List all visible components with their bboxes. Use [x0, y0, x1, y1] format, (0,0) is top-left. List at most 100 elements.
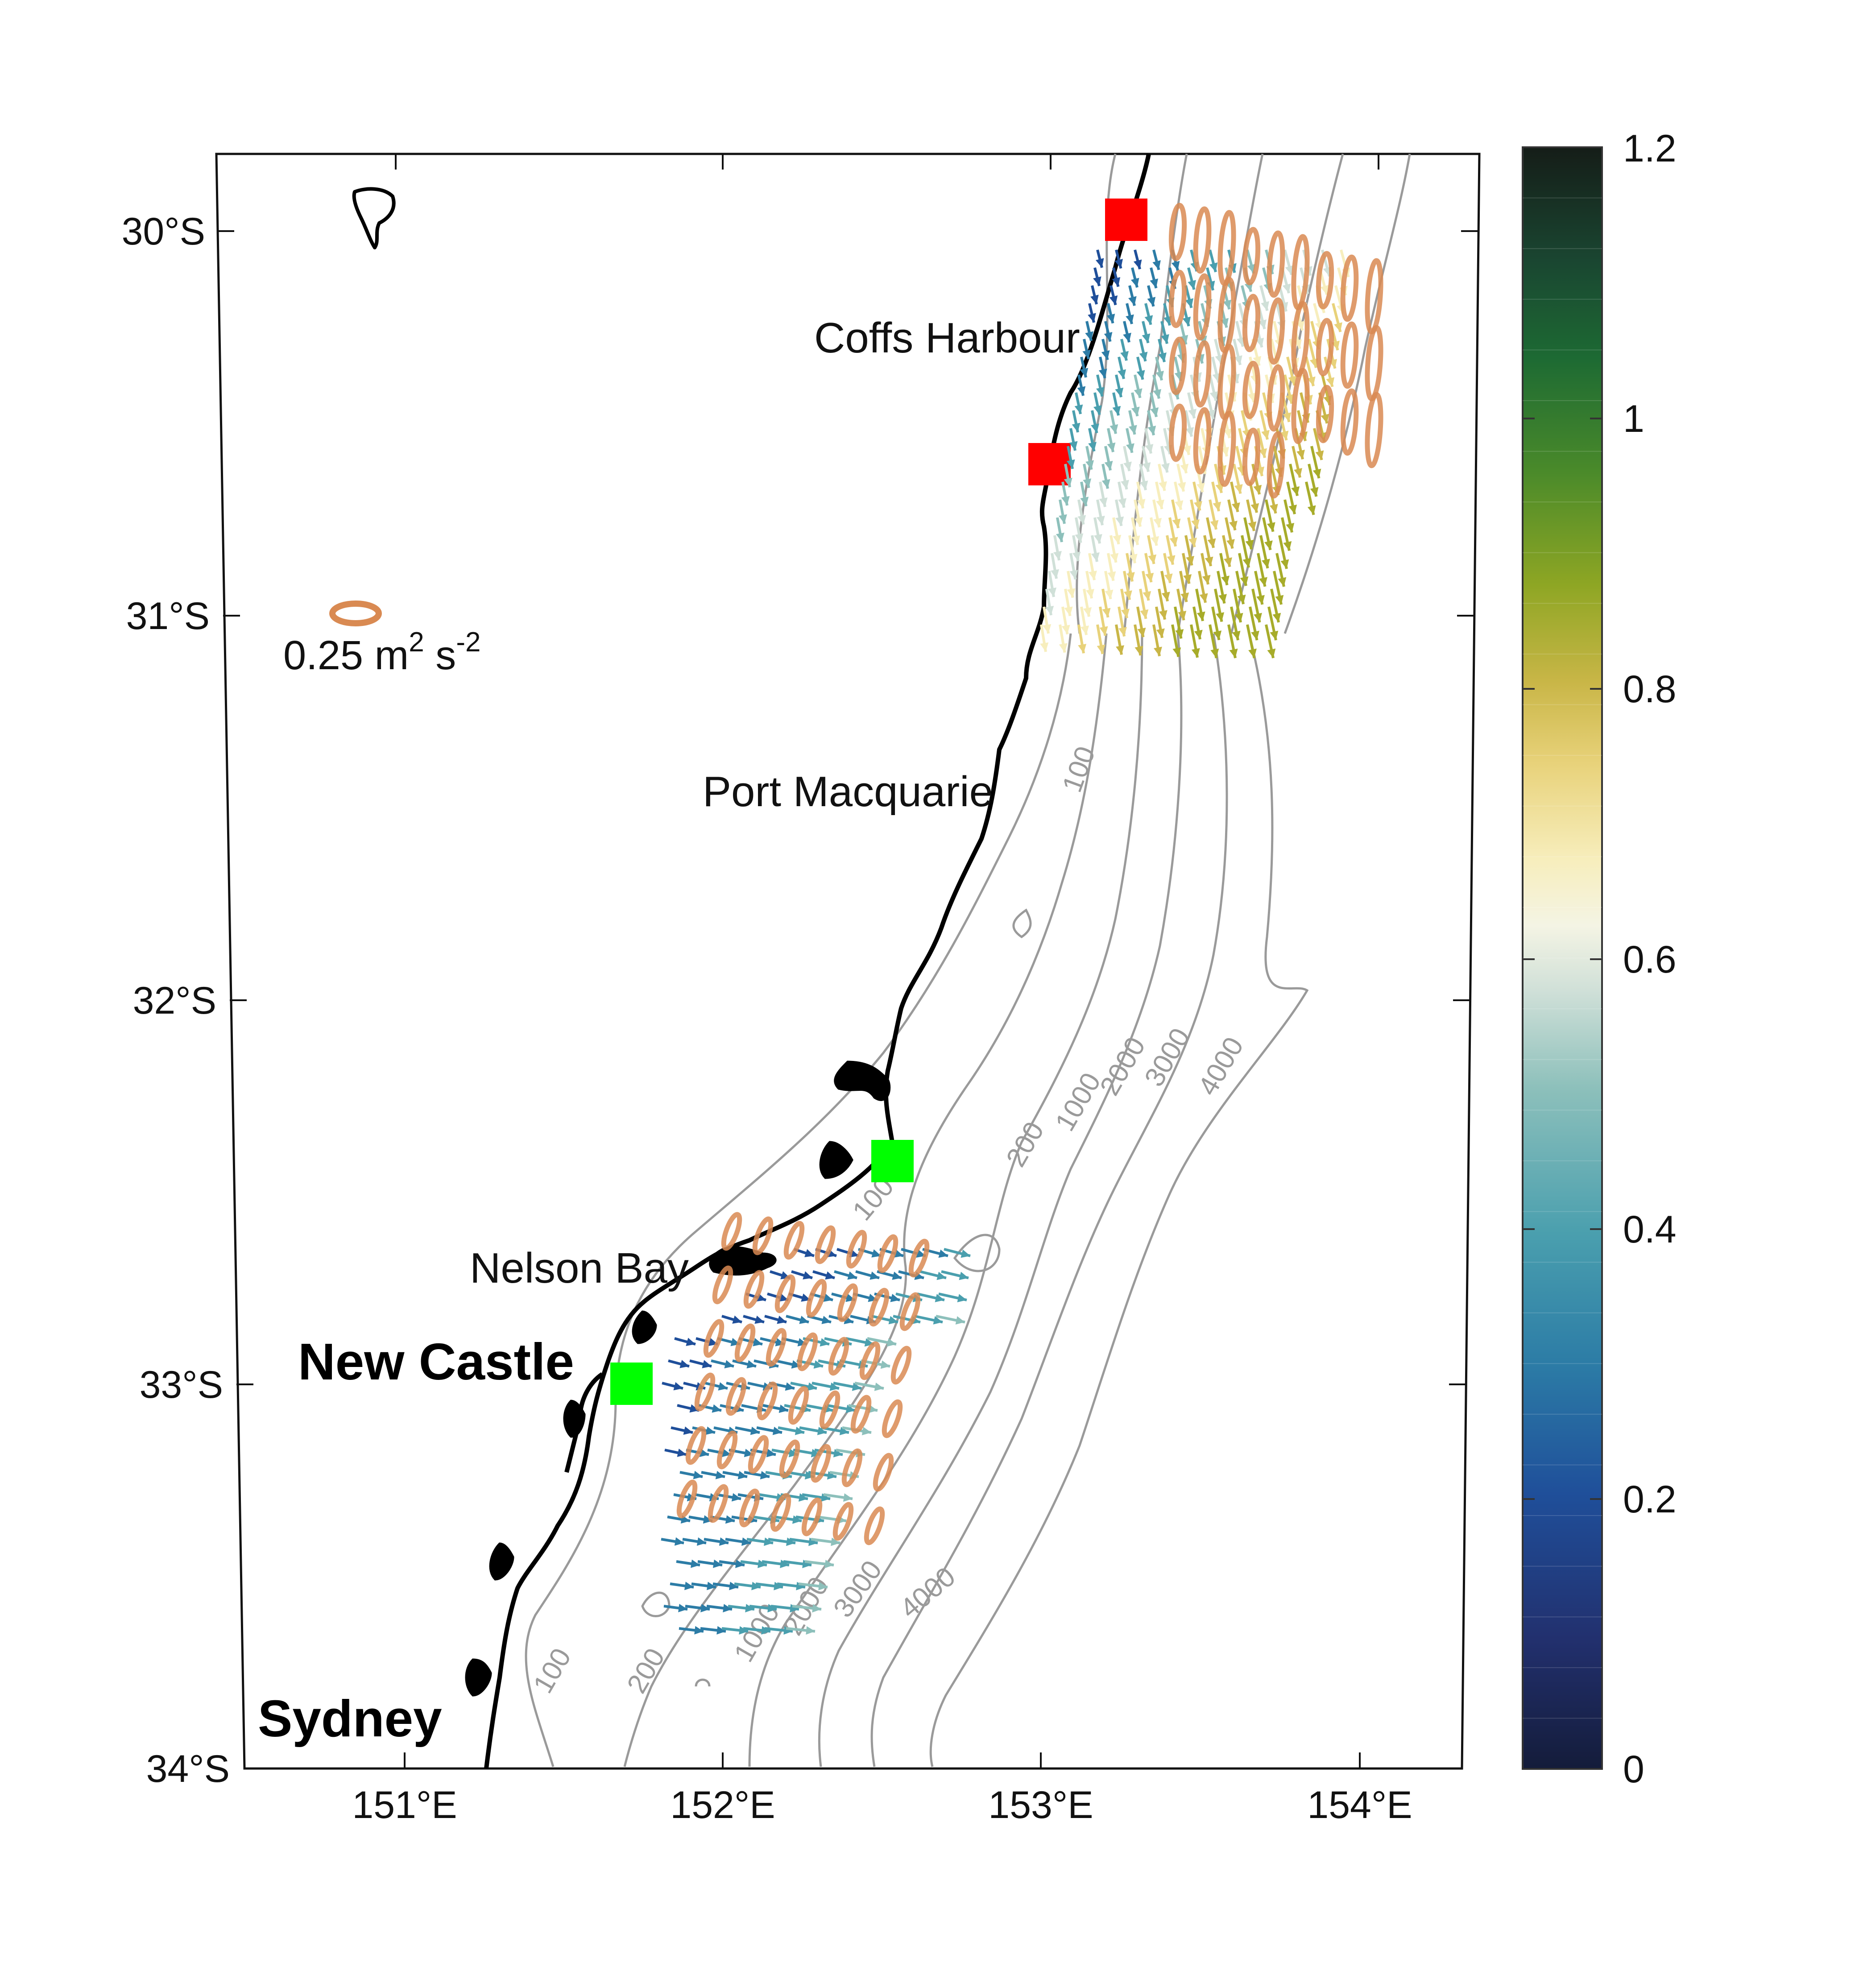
- contour-label-4000-south: 4000: [894, 1561, 961, 1624]
- velocity-arrowhead: [1159, 610, 1168, 620]
- variance-ellipse: [1242, 360, 1261, 419]
- velocity-arrowhead: [1058, 514, 1067, 524]
- velocity-arrowhead: [758, 1559, 767, 1568]
- velocity-arrowhead: [1088, 442, 1097, 451]
- colorbar-label-1: 1: [1623, 398, 1644, 440]
- velocity-arrowhead: [1137, 627, 1146, 638]
- velocity-arrowhead: [1109, 295, 1118, 305]
- variance-ellipse: [801, 1497, 823, 1537]
- velocity-arrowhead: [1145, 572, 1154, 583]
- lon-label-153: 153°E: [988, 1784, 1093, 1826]
- contour-label-2000: 2000: [1094, 1032, 1151, 1101]
- velocity-arrowhead: [1185, 427, 1194, 437]
- velocity-arrowhead: [753, 1338, 762, 1346]
- place-label-sydney: Sydney: [258, 1690, 442, 1748]
- variance-ellipse: [1267, 431, 1285, 499]
- variance-ellipse: [779, 1439, 800, 1479]
- velocity-arrowhead: [803, 1271, 812, 1280]
- contour-label-200: 200: [1000, 1117, 1050, 1172]
- velocity-arrowhead: [1309, 358, 1318, 368]
- velocity-arrowhead: [745, 1604, 754, 1613]
- velocity-arrowhead: [1188, 409, 1197, 418]
- variance-ellipse: [1242, 427, 1261, 486]
- velocity-arrowhead: [1113, 534, 1122, 544]
- velocity-arrowhead: [1064, 606, 1073, 616]
- velocity-arrowhead: [1121, 480, 1129, 489]
- velocity-arrowhead: [807, 1382, 817, 1391]
- velocity-arrowhead: [799, 1316, 809, 1324]
- velocity-arrowhead: [1091, 552, 1100, 562]
- colorbar-gradient: [1522, 146, 1603, 1770]
- variance-ellipse: [819, 1390, 840, 1429]
- velocity-arrowhead: [1150, 278, 1158, 288]
- velocity-arrowhead: [1134, 517, 1143, 527]
- variance-ellipse: [1242, 294, 1261, 352]
- velocity-arrowhead: [1283, 541, 1292, 551]
- legend-ellipse: [329, 601, 382, 626]
- velocity-arrowhead: [1215, 483, 1224, 493]
- velocity-arrowhead: [1182, 316, 1191, 327]
- variance-ellipse: [725, 1377, 747, 1416]
- red-site-marker-2: [1028, 443, 1071, 485]
- velocity-arrowhead: [1259, 577, 1267, 587]
- velocity-arrowhead: [843, 1493, 853, 1502]
- variance-ellipse: [685, 1426, 707, 1465]
- place-label-coffs-harbour: Coffs Harbour: [814, 314, 1080, 362]
- velocity-arrowhead: [792, 1515, 802, 1524]
- variance-ellipse: [788, 1386, 809, 1425]
- velocity-arrowhead: [1197, 611, 1205, 621]
- velocity-arrowhead: [725, 1515, 735, 1524]
- red-site-marker-1: [1105, 199, 1147, 241]
- velocity-arrowhead: [827, 1471, 836, 1480]
- velocity-arrowhead: [1183, 445, 1192, 455]
- velocity-arrowhead: [1101, 479, 1110, 489]
- velocity-arrowhead: [1229, 521, 1238, 530]
- velocity-arrowhead: [852, 1382, 861, 1391]
- variance-ellipse: [703, 1319, 725, 1358]
- variance-ellipse: [797, 1332, 818, 1371]
- velocity-arrowhead: [1059, 643, 1068, 653]
- velocity-arrowhead: [1126, 443, 1134, 453]
- velocity-arrowhead: [1096, 387, 1105, 397]
- velocity-arrowhead: [1197, 482, 1205, 493]
- velocity-arrowhead: [1131, 535, 1140, 545]
- velocity-arrowhead: [686, 1338, 696, 1346]
- map-frame: [215, 153, 1481, 1770]
- velocity-arrowhead: [1240, 576, 1249, 586]
- variance-ellipse: [1340, 388, 1359, 456]
- velocity-arrowhead: [772, 1426, 782, 1435]
- velocity-arrowhead: [1272, 613, 1281, 622]
- variance-ellipse: [832, 1502, 854, 1541]
- velocity-arrowhead: [1078, 644, 1087, 654]
- variance-ellipse: [1267, 230, 1285, 298]
- velocity-arrowhead: [1267, 648, 1276, 658]
- velocity-arrowhead: [1067, 588, 1076, 598]
- velocity-arrowhead: [888, 1316, 898, 1325]
- variance-ellipse: [890, 1346, 912, 1385]
- velocity-arrowhead: [1069, 441, 1078, 451]
- velocity-arrowhead: [780, 1559, 789, 1568]
- variance-ellipse: [1340, 321, 1359, 389]
- velocity-arrowhead: [1045, 605, 1054, 615]
- variance-ellipse: [1316, 318, 1334, 377]
- variance-ellipse: [676, 1479, 698, 1519]
- velocity-arrowhead: [713, 1559, 722, 1568]
- velocity-arrowhead: [1285, 265, 1294, 275]
- variance-ellipse: [877, 1234, 898, 1273]
- velocity-arrowhead: [880, 1360, 890, 1369]
- variance-ellipse: [908, 1238, 930, 1278]
- velocity-arrowhead: [1191, 648, 1200, 658]
- lon-label-151: 151°E: [352, 1784, 457, 1826]
- velocity-arrowhead: [825, 1271, 835, 1280]
- velocity-arrowhead: [847, 1271, 857, 1280]
- velocity-arrowhead: [1334, 322, 1342, 332]
- velocity-arrowhead: [1142, 333, 1151, 343]
- variance-ellipse: [1193, 340, 1212, 408]
- velocity-arrowhead: [1247, 393, 1256, 402]
- lon-label-154: 154°E: [1307, 1784, 1412, 1826]
- variance-ellipse: [757, 1381, 778, 1421]
- variance-ellipse: [859, 1341, 881, 1380]
- velocity-arrowhead: [1270, 630, 1279, 640]
- velocity-arrowhead: [1150, 407, 1159, 417]
- velocity-arrowhead: [786, 1537, 795, 1546]
